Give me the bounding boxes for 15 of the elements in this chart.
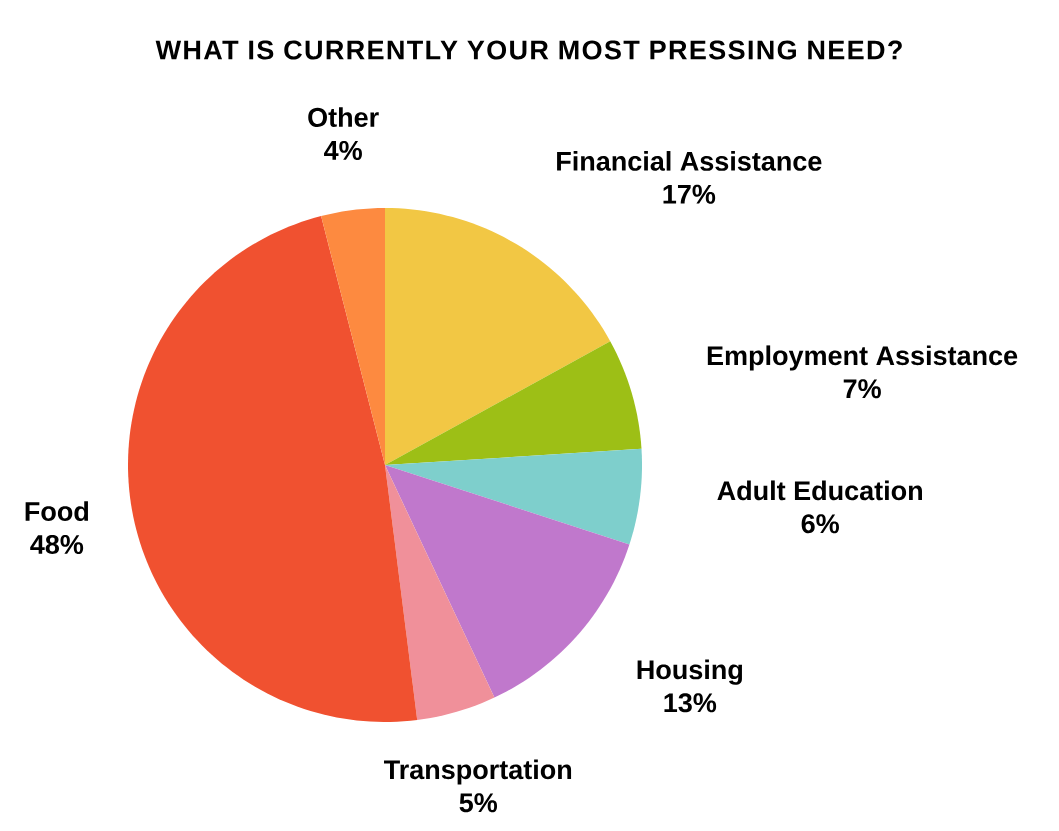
- data-label: 4%: [324, 140, 362, 160]
- slice-label: Employment Assistance: [707, 345, 1018, 371]
- data-label: 17%: [663, 184, 716, 204]
- data-label: 7%: [843, 379, 881, 399]
- slice-label: Transportation: [384, 759, 572, 785]
- slice-label: Adult Education: [717, 480, 922, 501]
- slice-label: Financial Assistance: [557, 151, 822, 171]
- slice-label: Housing: [637, 659, 743, 685]
- data-label: 5%: [459, 793, 498, 813]
- data-label: 13%: [664, 693, 717, 713]
- slice-label: Food: [25, 501, 89, 522]
- data-label: 48%: [30, 534, 84, 555]
- slice-label: Other: [308, 107, 379, 127]
- chart-title: WHAT IS CURRENTLY YOUR MOST PRESSING NEED?: [155, 40, 902, 60]
- data-label: 6%: [801, 514, 839, 534]
